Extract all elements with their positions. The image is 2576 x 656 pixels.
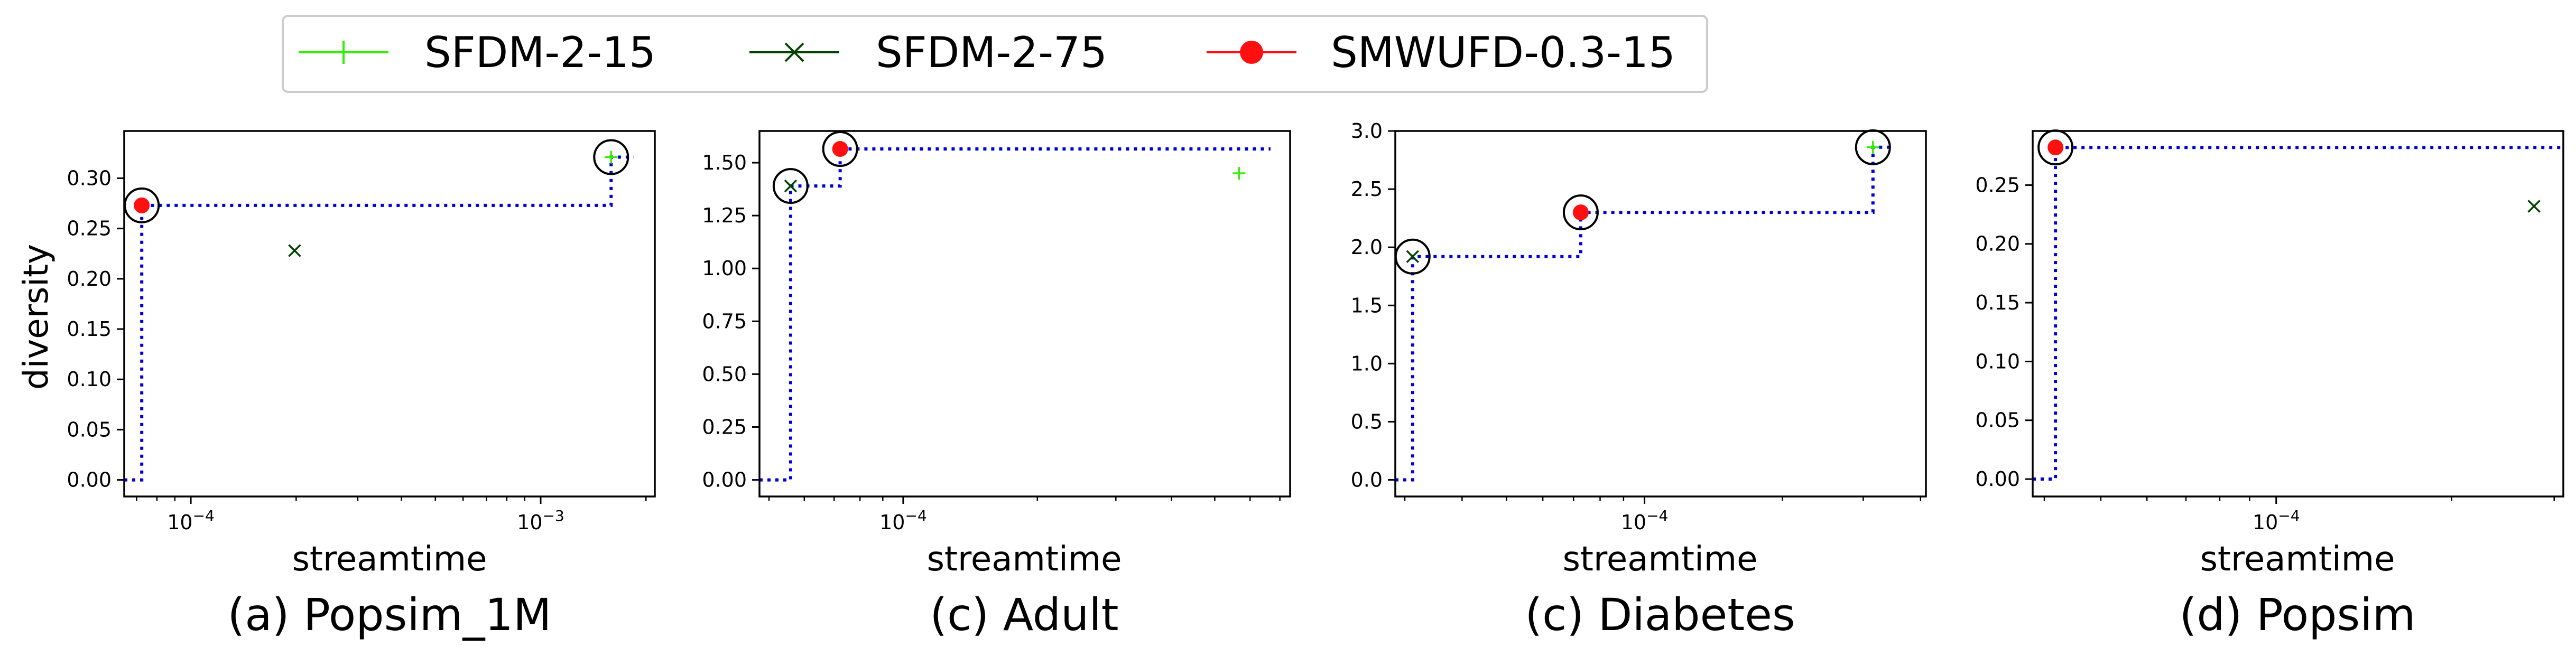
panel-caption: (c) Adult [930, 589, 1118, 641]
y-tick-label: 0.20 [67, 267, 112, 290]
legend-entry-sfdm-2-15: SFDM-2-15 [299, 28, 656, 77]
x-tick-label: 10−3 [517, 507, 564, 534]
x-axis-label: streamtime [1563, 540, 1758, 579]
x-tick-label: 10−4 [879, 507, 927, 534]
y-tick-label: 0.05 [67, 418, 112, 441]
chart-panel-adult: 10−4 0.00 0.25 0.50 0.75 1.00 1.25 1.50 [702, 130, 1291, 534]
plus-icon [332, 41, 355, 64]
data-point-x [784, 179, 798, 193]
pareto-step-line [124, 155, 634, 482]
legend-label: SMWUFD-0.3-15 [1331, 28, 1675, 77]
y-tick-label: 1.00 [702, 257, 747, 280]
y-tick-label: 0.30 [67, 166, 112, 190]
x-tick-label: 10−4 [167, 507, 215, 534]
y-axis-label: diversity [17, 244, 56, 390]
data-point-plus [1233, 167, 1246, 180]
data-point-dot [832, 141, 848, 157]
x-tick-label: 10−4 [2253, 507, 2300, 534]
plot-frame [2032, 130, 2564, 498]
y-tick-label: 1.50 [702, 151, 747, 174]
legend-entry-sfdm-2-75: SFDM-2-75 [749, 28, 1107, 77]
y-tick-label: 2.5 [1351, 177, 1383, 201]
y-tick-label: 0.0 [1351, 468, 1383, 492]
legend: SFDM-2-15 SFDM-2-75 SMWUFD-0.3-15 [282, 15, 1708, 93]
panel-caption: (c) Diabetes [1525, 589, 1795, 641]
chart-panel-popsim-1m: 10−4 10−3 0.00 0.05 0.10 0.15 0.20 0.25 0.30 [67, 130, 656, 534]
data-point-plus [1866, 140, 1879, 154]
pareto-step-line [2033, 146, 2563, 481]
y-tick-label: 0.20 [1975, 232, 2020, 256]
y-tick-label: 0.25 [1975, 173, 2020, 196]
y-tick-label: 0.10 [1975, 350, 2020, 373]
x-stroke [784, 179, 798, 193]
y-tick-label: 1.0 [1351, 352, 1383, 375]
data-point-x [2527, 200, 2541, 213]
plot-frame [758, 130, 1291, 498]
pareto-circle [1562, 194, 1599, 231]
legend-label: SFDM-2-75 [876, 28, 1107, 77]
panel-caption: (d) Popsim [2180, 589, 2416, 641]
data-point-x [288, 244, 301, 257]
y-tick-label: 0.15 [67, 317, 112, 341]
y-tick-label: 0.5 [1351, 410, 1383, 433]
data-point-dot [2047, 139, 2064, 156]
y-tick-label: 0.25 [67, 217, 112, 240]
dot-icon [1240, 41, 1263, 64]
chart-panel-diabetes: 10−4 0.0 0.5 1.0 1.5 2.0 2.5 3.0 [1351, 119, 1927, 534]
y-tick-label: 1.25 [702, 204, 747, 227]
pareto-step-line [759, 147, 1271, 482]
y-tick-label: 0.15 [1975, 291, 2020, 314]
pareto-circle [822, 131, 858, 167]
y-tick-label: 0.50 [702, 362, 747, 386]
y-tick-label: 0.00 [1975, 467, 2020, 491]
x-stroke [1406, 250, 1420, 264]
x-icon [784, 42, 804, 62]
x-axis-label: streamtime [2200, 540, 2395, 579]
y-tick-label: 3.0 [1351, 119, 1383, 143]
legend-frame [282, 15, 1708, 93]
y-tick-label: 0.75 [702, 310, 747, 333]
legend-label: SFDM-2-15 [424, 28, 656, 77]
data-point-x [1406, 250, 1420, 264]
legend-entry-smwufd-0.3-15: SMWUFD-0.3-15 [1207, 28, 1675, 77]
plot-frame [1394, 130, 1927, 498]
x-axis-label: streamtime [292, 540, 487, 579]
x-stroke [2527, 200, 2541, 213]
pareto-circle [593, 139, 629, 175]
y-tick-label: 2.0 [1351, 236, 1383, 259]
data-point-dot [134, 197, 150, 213]
chart-panel-popsim: 10−4 0.00 0.05 0.10 0.15 0.20 0.25 [1975, 129, 2564, 534]
y-tick-label: 1.5 [1351, 294, 1383, 317]
data-point-dot [1572, 204, 1589, 221]
x-tick-label: 10−4 [1621, 507, 1669, 534]
pareto-circle [772, 168, 809, 204]
x-axis-label: streamtime [927, 540, 1122, 579]
plot-frame [123, 130, 656, 498]
y-tick-label: 0.00 [67, 468, 112, 492]
y-tick-label: 0.05 [1975, 409, 2020, 432]
data-point-plus [605, 151, 618, 164]
panel-caption: (a) Popsim_1M [228, 589, 552, 641]
x-stroke [288, 244, 301, 257]
y-tick-label: 0.00 [702, 468, 747, 492]
y-tick-label: 0.10 [67, 368, 112, 391]
y-tick-label: 0.25 [702, 415, 747, 438]
pareto-step-line [1395, 145, 1893, 482]
